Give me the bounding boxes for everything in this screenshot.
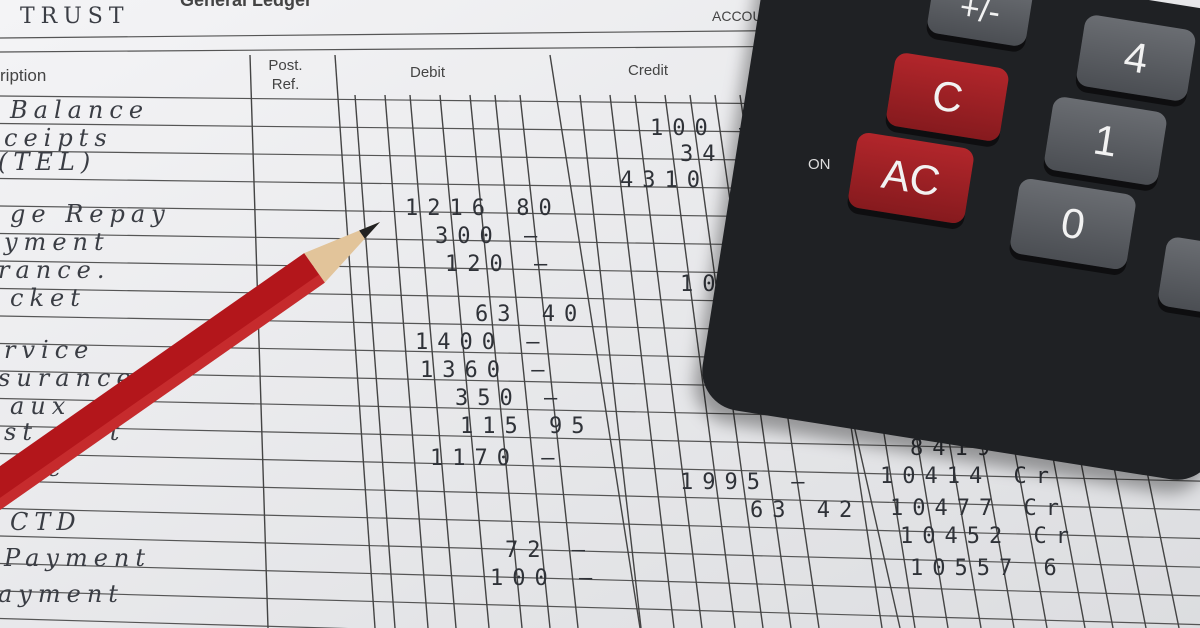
row-rule <box>0 617 349 628</box>
debit-entry: 1400 — <box>415 330 549 355</box>
debit-entry: 350 — <box>455 386 567 411</box>
col-description: ription <box>0 66 47 85</box>
description-entry: aux <box>10 392 72 420</box>
description-entry: ayment <box>0 580 124 608</box>
row-rule <box>0 535 1200 568</box>
header-general-ledger: General Ledger <box>180 0 313 10</box>
column-rule <box>334 54 376 628</box>
cell-rule <box>384 94 429 628</box>
description-entry: rance. <box>0 256 111 284</box>
balance-entry: 10477 Cr <box>890 496 1068 521</box>
row-rule <box>0 452 1200 482</box>
cell-rule <box>579 94 642 628</box>
description-entry: surance <box>0 364 137 392</box>
row-rule <box>0 480 1200 511</box>
row-rule <box>0 562 1200 597</box>
debit-entry: 1170 — <box>430 446 564 471</box>
column-rule <box>249 54 269 628</box>
debit-entry: 1360 — <box>420 358 554 383</box>
balance-entry: 10414 Cr <box>880 464 1058 489</box>
row-rule <box>0 590 1200 626</box>
debit-entry: 1216 80 <box>405 196 561 221</box>
cell-rule <box>469 94 523 628</box>
cell-rule <box>439 94 490 628</box>
description-entry: ge Repay <box>10 200 171 228</box>
on-label: ON <box>808 156 831 173</box>
cell-rule <box>519 94 579 628</box>
description-entry: cket <box>10 284 86 312</box>
row-rule <box>0 507 1200 540</box>
cell-rule <box>409 94 457 628</box>
header-rule <box>0 45 841 53</box>
debit-entry: 120 — <box>445 252 557 277</box>
description-entry: rvice <box>4 336 95 364</box>
debit-entry: 72 — <box>505 538 594 563</box>
balance-entry: 10452 Cr <box>900 524 1078 549</box>
cell-rule <box>664 94 736 628</box>
description-entry: CTD <box>10 508 82 536</box>
debit-entry: 63 40 <box>475 302 587 327</box>
column-rule <box>549 54 641 628</box>
description-entry: ceipts <box>4 124 113 152</box>
debit-entry: 300 — <box>435 224 547 249</box>
header-trust: TRUST <box>20 4 130 29</box>
col-post-ref: Post. Ref. <box>268 57 303 93</box>
balance-entry: 10557 6 <box>910 556 1066 581</box>
description-entry: yment <box>4 228 110 256</box>
debit-entry: 115 95 <box>460 414 594 439</box>
credit-entry: 63 42 <box>750 498 862 523</box>
cell-rule <box>494 94 551 628</box>
header-rule <box>0 29 841 39</box>
cell-rule <box>634 94 703 628</box>
col-credit: Credit <box>628 62 669 79</box>
cell-rule <box>354 94 396 628</box>
description-entry: (TEL) <box>0 148 97 176</box>
credit-entry: 1995 — <box>680 470 814 495</box>
description-entry: Balance <box>10 96 150 124</box>
debit-entry: 100 — <box>490 566 602 591</box>
description-entry: Payment <box>4 544 151 572</box>
cell-rule <box>609 94 675 628</box>
col-debit: Debit <box>410 64 446 81</box>
credit-entry: 100 — <box>650 116 762 141</box>
